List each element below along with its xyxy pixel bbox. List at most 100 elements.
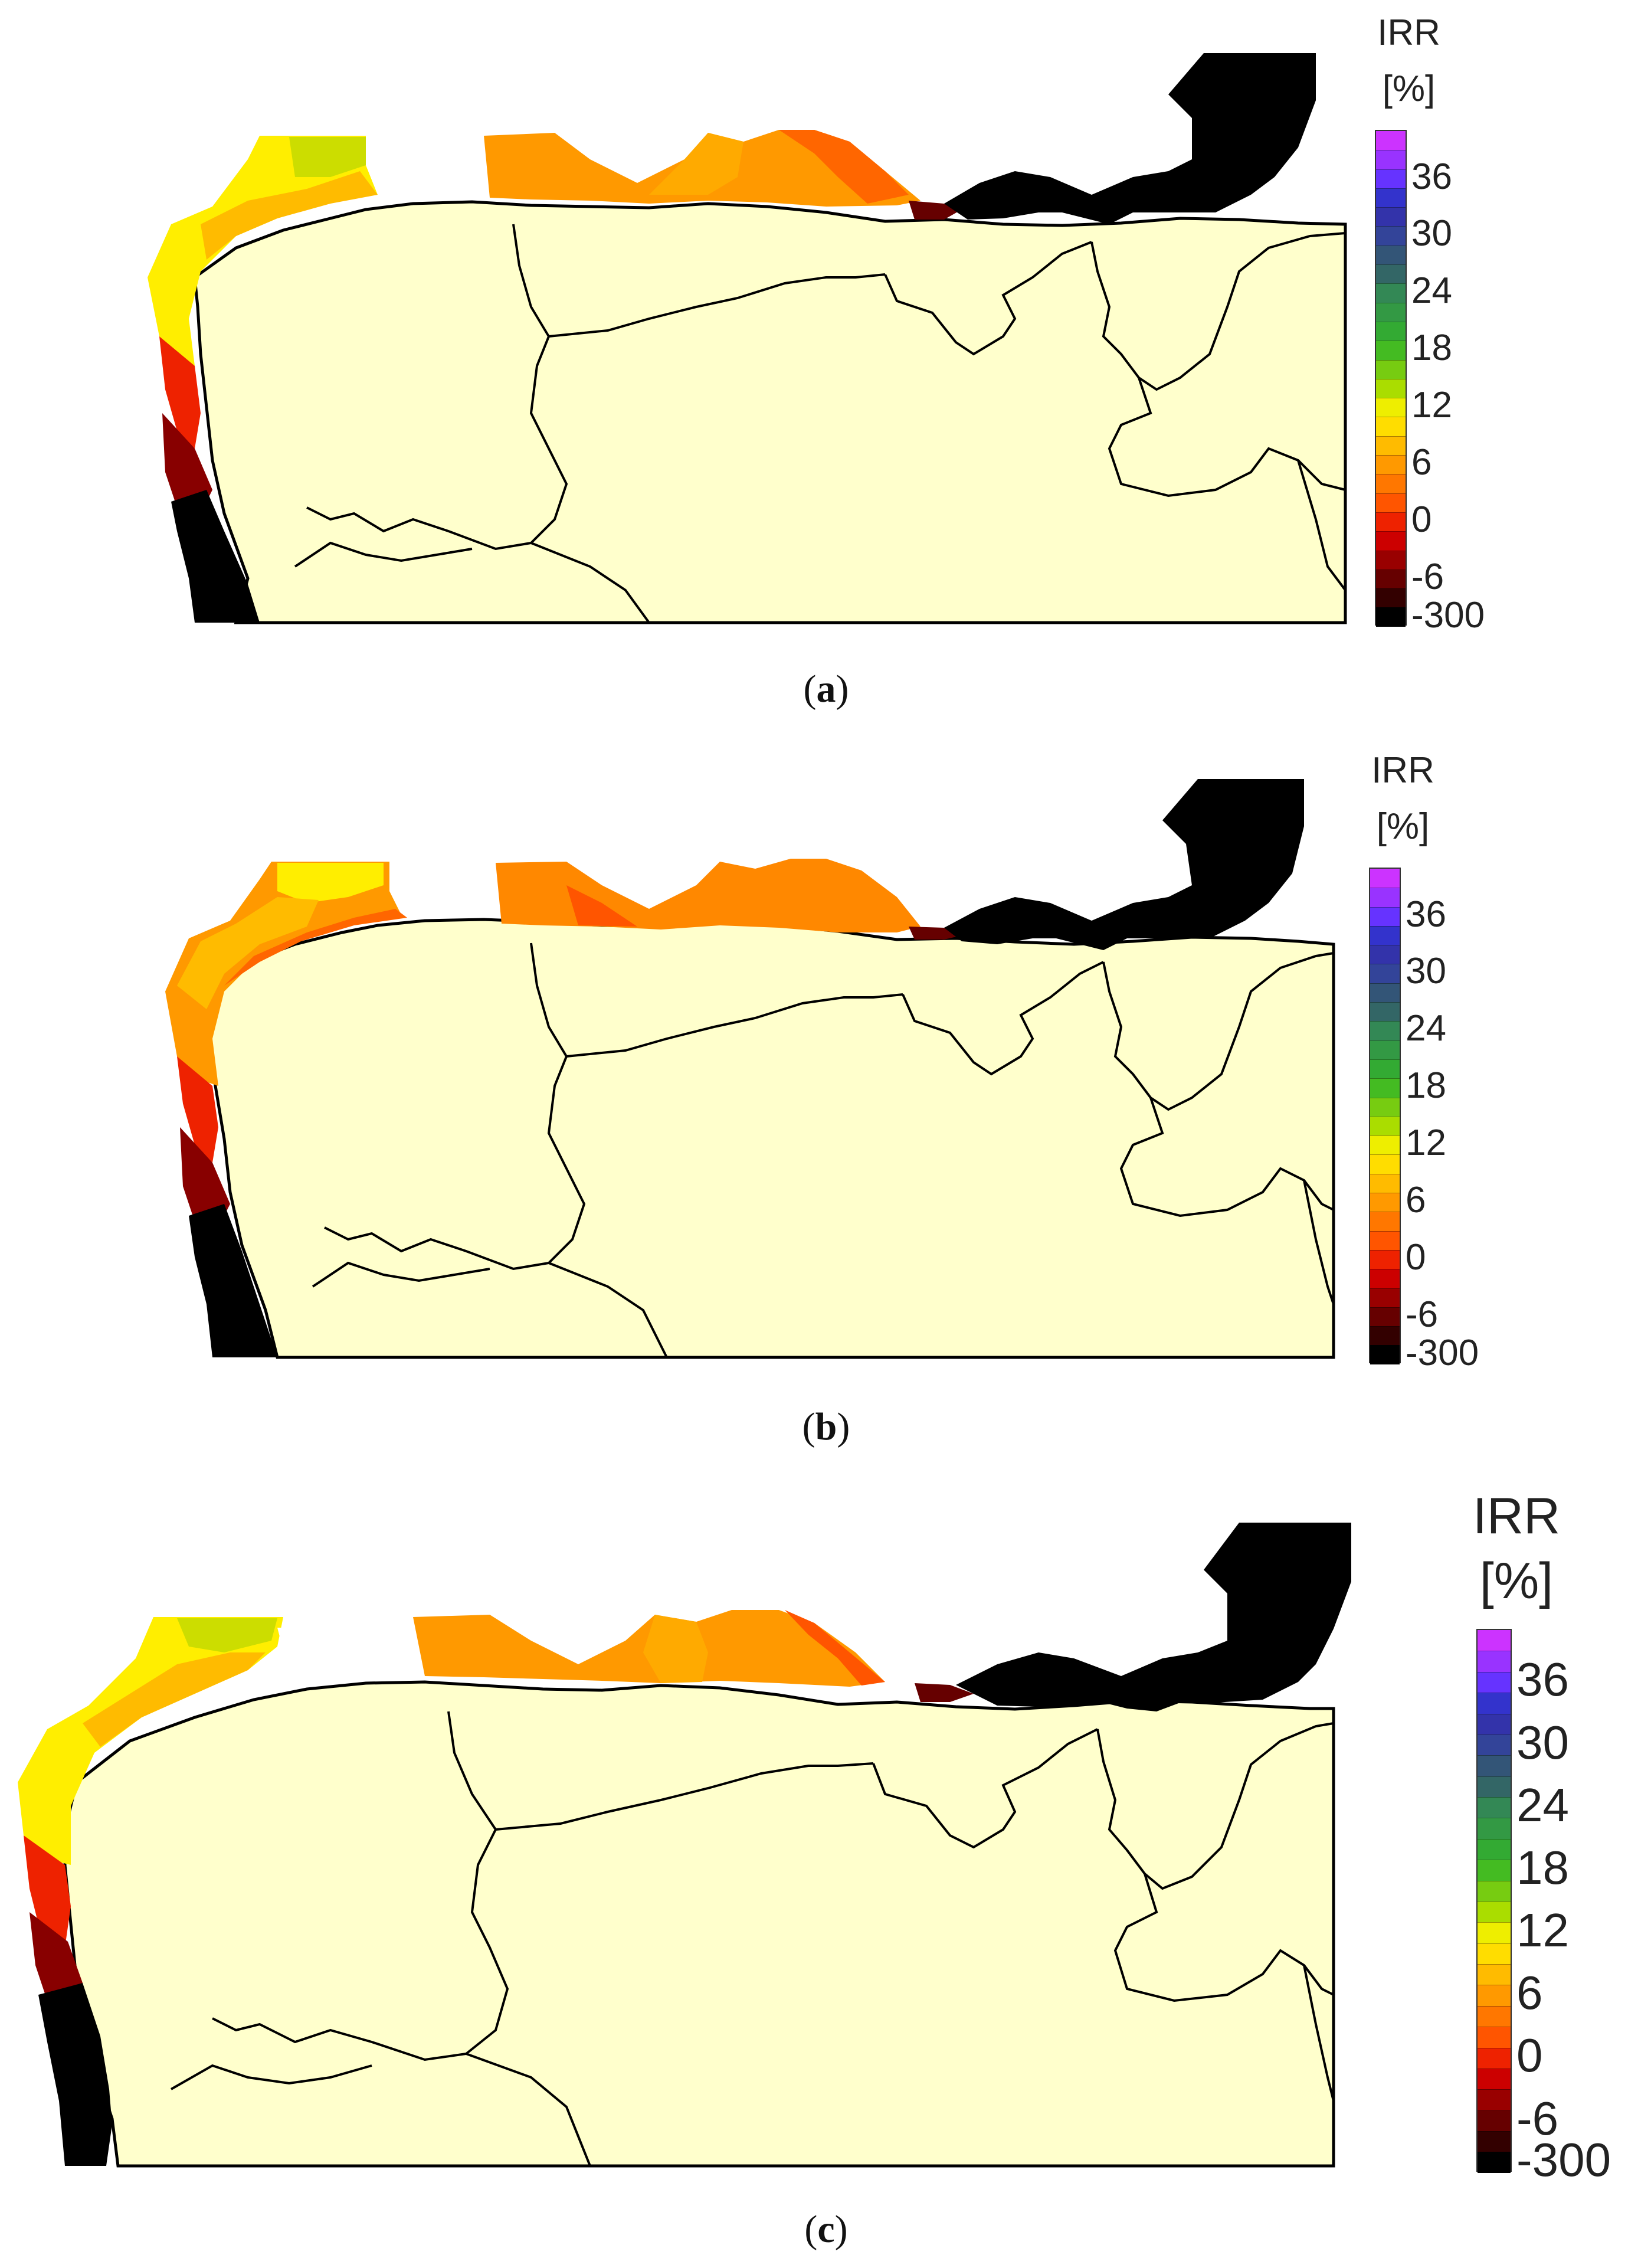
colorbar-band bbox=[1478, 1818, 1511, 1839]
irr-band-lime bbox=[177, 1618, 277, 1652]
colorbar-band bbox=[1370, 983, 1400, 1003]
colorbar-band bbox=[1478, 1713, 1511, 1734]
colorbar-tick-label: -300 bbox=[1516, 2133, 1611, 2187]
colorbar-tick-label: 12 bbox=[1411, 385, 1452, 426]
colorbar-legend: IRR [%] 36 30 24 18 12 6 0 -6 -300 bbox=[1357, 12, 1546, 636]
colorbar-band bbox=[1478, 2047, 1511, 2069]
colorbar-tick-label: 12 bbox=[1406, 1122, 1446, 1164]
irr-band-red-west bbox=[24, 1835, 71, 1948]
colorbar-band bbox=[1370, 1154, 1400, 1174]
irr-band-red-orange bbox=[224, 909, 407, 986]
colorbar-band bbox=[1370, 1002, 1400, 1022]
colorbar-tick-label: 36 bbox=[1406, 894, 1446, 935]
irr-band-black-west bbox=[189, 1204, 277, 1357]
colorbar-tick-label: -300 bbox=[1411, 594, 1485, 636]
colorbar-tick-label: 24 bbox=[1411, 270, 1452, 312]
colorbar-title: IRR bbox=[1377, 12, 1440, 53]
colorbar-tick-label: -6 bbox=[1516, 2092, 1559, 2145]
colorbar-band bbox=[1370, 964, 1400, 983]
province-borders bbox=[294, 224, 1347, 624]
colorbar-scale bbox=[1476, 1629, 1512, 2173]
colorbar-band bbox=[1376, 245, 1406, 265]
irr-band-orange-light bbox=[201, 171, 378, 260]
colorbar-band bbox=[1376, 569, 1406, 589]
colorbar-band bbox=[1376, 531, 1406, 551]
irr-map-c bbox=[18, 1523, 1351, 2168]
colorbar-band bbox=[1478, 1651, 1511, 1672]
panel-caption-a: (a) bbox=[803, 667, 849, 711]
colorbar-scale bbox=[1375, 130, 1407, 627]
irr-band-amber bbox=[83, 1652, 266, 1747]
province-borders bbox=[312, 942, 1335, 1358]
province-borders bbox=[171, 1711, 1335, 2166]
colorbar-title: IRR bbox=[1472, 1488, 1561, 1544]
colorbar-band bbox=[1370, 1173, 1400, 1193]
colorbar-band bbox=[1376, 378, 1406, 398]
colorbar-tick-label: 30 bbox=[1406, 951, 1446, 992]
land-area bbox=[193, 200, 1347, 624]
colorbar-band bbox=[1370, 906, 1400, 926]
colorbar-band bbox=[1376, 226, 1406, 246]
irr-band-amber-east bbox=[643, 1615, 708, 1683]
colorbar-band bbox=[1478, 1734, 1511, 1756]
irr-band-orange-white-gap bbox=[277, 1628, 413, 1652]
irr-band-red-west bbox=[177, 1056, 218, 1163]
colorbar-band bbox=[1376, 169, 1406, 188]
irr-band-yellow bbox=[277, 863, 384, 903]
land-area bbox=[205, 918, 1335, 1359]
colorbar-band bbox=[1370, 1249, 1400, 1269]
colorbar-tick-label: 0 bbox=[1516, 2029, 1543, 2082]
irr-band-orange bbox=[165, 862, 401, 1086]
colorbar-band bbox=[1376, 512, 1406, 532]
colorbar-band bbox=[1478, 1943, 1511, 1964]
colorbar-tick-label: 0 bbox=[1411, 499, 1432, 541]
irr-band-red-orange bbox=[785, 1610, 885, 1686]
colorbar-band bbox=[1376, 455, 1406, 474]
irr-band-darkred-west bbox=[180, 1127, 230, 1228]
colorbar-tick-label: 18 bbox=[1516, 1841, 1569, 1894]
colorbar-band bbox=[1370, 1307, 1400, 1327]
colorbar-tick-label: 36 bbox=[1516, 1653, 1569, 1706]
colorbar-band bbox=[1376, 588, 1406, 608]
colorbar-band bbox=[1376, 493, 1406, 512]
colorbar-band bbox=[1376, 207, 1406, 227]
map-panel-c: IRR [%] 36 30 24 18 12 6 0 -6 -300 (c) bbox=[0, 1475, 1651, 2268]
irr-band-amber bbox=[177, 897, 319, 1009]
colorbar-band bbox=[1478, 1755, 1511, 1776]
colorbar-tick-label: 30 bbox=[1516, 1716, 1569, 1769]
irr-band-amber bbox=[649, 133, 743, 195]
irr-band-red bbox=[566, 885, 637, 927]
colorbar-tick-label: 18 bbox=[1411, 328, 1452, 369]
colorbar-band bbox=[1478, 2068, 1511, 2090]
colorbar-band bbox=[1370, 1078, 1400, 1098]
colorbar-band bbox=[1478, 1860, 1511, 1881]
colorbar-band bbox=[1376, 283, 1406, 303]
colorbar-band bbox=[1376, 550, 1406, 570]
irr-band-black-east bbox=[944, 53, 1316, 224]
colorbar-band bbox=[1376, 474, 1406, 493]
colorbar-band bbox=[1478, 2027, 1511, 2048]
land-area bbox=[63, 1680, 1335, 2168]
colorbar-band bbox=[1376, 436, 1406, 456]
colorbar-band bbox=[1478, 2110, 1511, 2131]
colorbar-band bbox=[1370, 1288, 1400, 1307]
colorbar-band bbox=[1370, 869, 1400, 888]
irr-band-black-east bbox=[956, 1523, 1351, 1711]
colorbar-band bbox=[1370, 1097, 1400, 1117]
colorbar-band bbox=[1478, 2131, 1511, 2152]
irr-band-lime bbox=[289, 137, 366, 177]
colorbar-band bbox=[1376, 398, 1406, 417]
colorbar-tick-label: -300 bbox=[1406, 1332, 1479, 1373]
colorbar-band bbox=[1370, 945, 1400, 964]
colorbar-band bbox=[1370, 1230, 1400, 1250]
colorbar-band bbox=[1478, 1693, 1511, 1714]
colorbar-band bbox=[1478, 2005, 1511, 2027]
irr-band-darkred-west bbox=[30, 1912, 83, 2007]
colorbar-band bbox=[1376, 264, 1406, 284]
colorbar-band bbox=[1376, 150, 1406, 169]
irr-map-a bbox=[148, 53, 1347, 624]
colorbar-band bbox=[1478, 2152, 1511, 2173]
irr-band-red-orange bbox=[779, 130, 909, 204]
colorbar-band bbox=[1370, 1116, 1400, 1136]
colorbar-legend: IRR [%] 36 30 24 18 12 6 0 -6 -300 bbox=[1452, 1487, 1651, 2186]
